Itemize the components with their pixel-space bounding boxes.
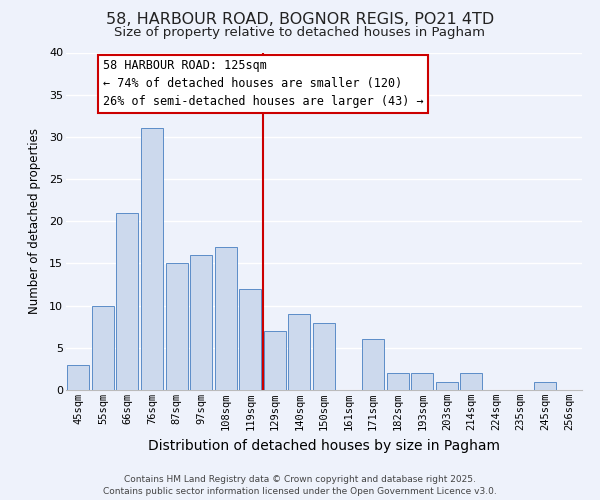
Text: Contains HM Land Registry data © Crown copyright and database right 2025.
Contai: Contains HM Land Registry data © Crown c… — [103, 474, 497, 496]
Bar — [166, 264, 188, 390]
Bar — [534, 382, 556, 390]
Text: Size of property relative to detached houses in Pagham: Size of property relative to detached ho… — [115, 26, 485, 39]
Bar — [362, 340, 384, 390]
Bar — [386, 373, 409, 390]
Bar — [460, 373, 482, 390]
Text: 58 HARBOUR ROAD: 125sqm
← 74% of detached houses are smaller (120)
26% of semi-d: 58 HARBOUR ROAD: 125sqm ← 74% of detache… — [103, 59, 424, 108]
Bar — [264, 331, 286, 390]
Bar — [141, 128, 163, 390]
Bar — [190, 255, 212, 390]
Bar — [116, 213, 139, 390]
Y-axis label: Number of detached properties: Number of detached properties — [28, 128, 41, 314]
Bar — [92, 306, 114, 390]
Bar — [411, 373, 433, 390]
X-axis label: Distribution of detached houses by size in Pagham: Distribution of detached houses by size … — [148, 438, 500, 452]
Bar — [239, 289, 262, 390]
Bar — [436, 382, 458, 390]
Text: 58, HARBOUR ROAD, BOGNOR REGIS, PO21 4TD: 58, HARBOUR ROAD, BOGNOR REGIS, PO21 4TD — [106, 12, 494, 28]
Bar — [215, 246, 237, 390]
Bar — [67, 364, 89, 390]
Bar — [289, 314, 310, 390]
Bar — [313, 322, 335, 390]
